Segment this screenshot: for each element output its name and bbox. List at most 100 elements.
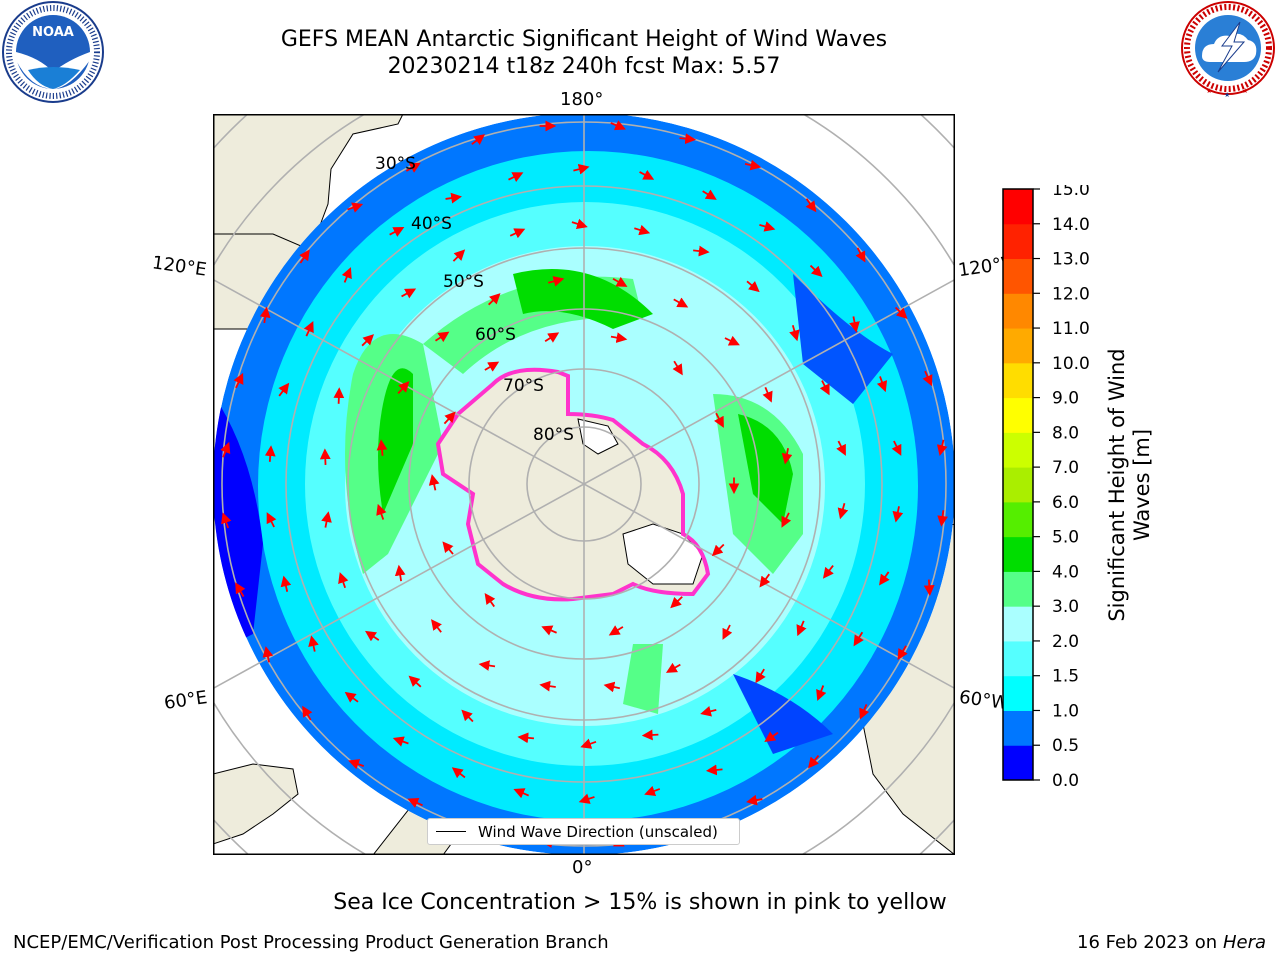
wind-wave-arrow: [836, 440, 846, 456]
wind-wave-arrow: [837, 503, 849, 520]
wind-wave-arrow: [855, 247, 866, 263]
chart-title: GEFS MEAN Antarctic Significant Height o…: [280, 27, 888, 52]
wind-wave-arrow: [859, 704, 870, 720]
wind-wave-arrow: [796, 620, 807, 637]
svg-text:★: ★: [1224, 91, 1230, 99]
wind-wave-arrow: [443, 411, 456, 425]
colorbar-tick-label: 5.0: [1052, 528, 1079, 548]
lon-label-180: 180°: [560, 89, 604, 110]
colorbar-swatch: [1003, 362, 1033, 399]
svg-text:★: ★: [1206, 87, 1212, 95]
svg-text:★: ★: [1242, 87, 1248, 95]
colorbar-tick-label: 13.0: [1052, 250, 1090, 270]
wind-wave-arrow: [809, 264, 823, 278]
lon-label-0: 0°: [572, 857, 593, 878]
graticule: [213, 114, 955, 855]
lon-label-120e: 120°E: [150, 252, 208, 281]
wind-wave-arrow: [376, 503, 387, 520]
wind-wave-arrow: [762, 386, 773, 403]
colorbar-swatch: [1003, 397, 1033, 433]
colorbar-swatch: [1003, 571, 1033, 607]
colorbar-tick-label: 7.0: [1052, 458, 1079, 478]
colorbar-swatch: [1003, 432, 1033, 468]
wind-wave-arrow: [262, 646, 274, 663]
wind-wave-arrow: [876, 376, 888, 393]
lat-label-70s: 70°S: [503, 376, 544, 396]
wind-wave-arrow: [679, 133, 697, 145]
wind-wave-arrow: [702, 189, 717, 200]
colorbar-tick-label: 2.0: [1052, 632, 1079, 652]
colorbar-swatch: [1003, 467, 1033, 503]
footer-date: 16 Feb 2023 on Hera: [1077, 932, 1266, 953]
wind-wave-arrow: [894, 306, 908, 320]
wind-wave-arrow: [365, 630, 380, 642]
map-frame: [213, 114, 955, 855]
wind-wave-arrow: [789, 325, 800, 342]
wind-wave-arrow: [308, 635, 319, 652]
nws-logo: ★ ★ ★: [1181, 1, 1275, 99]
wind-wave-arrow: [714, 412, 724, 428]
colorbar-tick-label: 0.0: [1052, 771, 1079, 787]
wind-wave-arrow: [816, 685, 827, 701]
colorbar-tick-label: 11.0: [1052, 319, 1090, 339]
wind-wave-arrow: [278, 382, 290, 397]
wind-wave-arrow: [644, 785, 661, 797]
colorbar-tick-label: 10.0: [1052, 354, 1090, 374]
wind-wave-arrow: [612, 276, 628, 287]
noaa-logo-text: NOAA: [32, 25, 74, 40]
wind-wave-arrow: [509, 228, 526, 239]
wind-wave-arrow: [233, 372, 244, 389]
colorbar-swatch: [1003, 258, 1033, 294]
wind-wave-arrow: [488, 293, 501, 306]
wind-wave-arrow: [539, 680, 556, 692]
wind-wave-arrow: [508, 172, 524, 182]
wind-wave-arrow: [302, 705, 313, 721]
wind-wave-arrow: [401, 288, 417, 299]
wind-wave-arrow: [781, 447, 793, 465]
lat-label-80s: 80°S: [533, 425, 574, 445]
wind-wave-arrow: [513, 788, 530, 799]
wind-wave-arrow: [665, 662, 681, 673]
wind-wave-arrow: [461, 709, 474, 723]
wind-wave-arrow: [819, 380, 830, 396]
wind-wave-arrow: [541, 625, 557, 636]
colorbar-tick-label: 0.5: [1052, 736, 1079, 756]
wind-wave-arrow: [808, 755, 820, 769]
colorbar-tick-label: 8.0: [1052, 423, 1079, 443]
wind-wave-arrow: [484, 593, 496, 608]
colorbar-tick-label: 15.0: [1052, 185, 1090, 200]
sea-ice-caption: Sea Ice Concentration > 15% is shown in …: [333, 890, 947, 915]
wind-wave-arrow: [452, 249, 466, 262]
wind-wave-arrow: [344, 691, 359, 703]
colorbar-tick-label: 12.0: [1052, 284, 1090, 304]
wind-wave-arrow: [634, 224, 651, 236]
colorbar-swatch: [1003, 536, 1033, 572]
lat-label-60s: 60°S: [475, 325, 516, 345]
wind-wave-arrow: [580, 738, 597, 749]
wind-wave-arrow: [333, 387, 345, 404]
wind-wave-arrow: [764, 731, 779, 743]
colorbar-swatch: [1003, 710, 1033, 746]
wind-wave-arrow: [303, 321, 314, 337]
wind-wave-arrow: [221, 512, 232, 529]
wind-wave-arrow: [923, 579, 935, 597]
lat-label-50s: 50°S: [443, 272, 484, 292]
wind-wave-arrow: [610, 120, 626, 131]
footer-date-text: 16 Feb 2023 on: [1077, 932, 1218, 953]
wind-wave-arrow: [408, 675, 422, 688]
colorbar-tick-label: 4.0: [1052, 562, 1079, 582]
wind-wave-arrow: [936, 439, 948, 456]
wind-wave-arrow: [578, 793, 595, 804]
wind-wave-arrow: [235, 582, 246, 598]
wind-wave-arrow: [392, 736, 409, 747]
wind-wave-arrow: [822, 565, 834, 579]
wind-wave-arrow: [746, 794, 763, 806]
wind-wave-arrow: [394, 564, 406, 582]
wind-wave-arrow: [266, 512, 277, 528]
noaa-logo: NOAA: [2, 1, 104, 103]
wind-wave-arrow: [891, 440, 902, 456]
wind-wave-arrow: [280, 575, 292, 592]
wind-wave-arrow: [445, 192, 462, 204]
wind-wave-arrow: [517, 732, 535, 744]
